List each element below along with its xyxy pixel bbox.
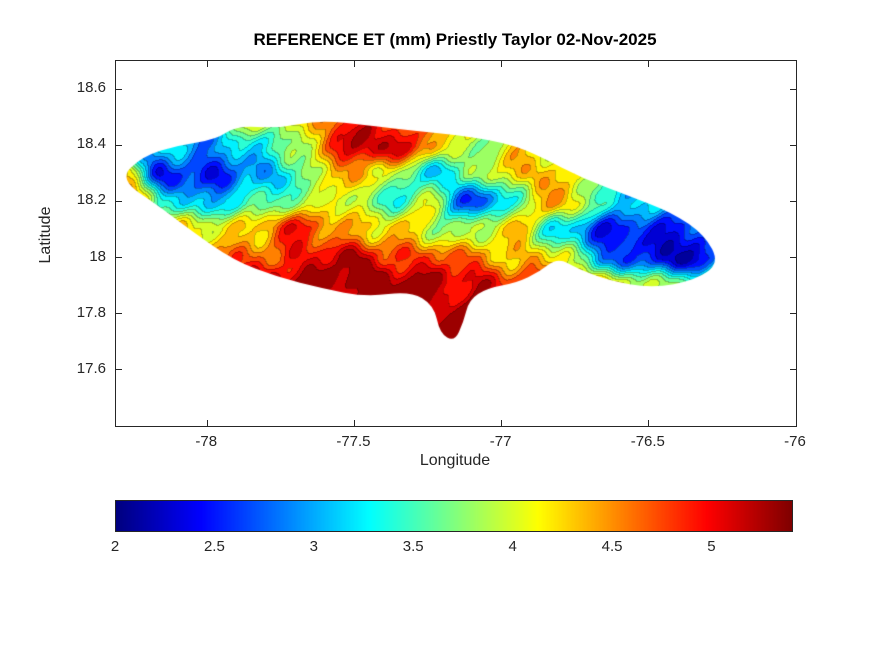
axis-tick-mark (116, 144, 122, 146)
colorbar-tick-label: 4 (508, 538, 517, 555)
axis-tick-mark (790, 144, 796, 146)
y-tick-label: 17.6 (76, 359, 106, 377)
axis-tick-mark (116, 200, 122, 202)
axis-tick-mark (116, 88, 122, 90)
plot-area (115, 60, 797, 427)
axis-tick-mark (790, 257, 796, 259)
axis-tick-mark (795, 420, 797, 426)
axis-tick-mark (116, 369, 122, 371)
x-tick-label: -76 (784, 433, 806, 450)
x-tick-label: -77 (489, 433, 512, 450)
axis-tick-mark (795, 61, 797, 67)
axis-tick-mark (648, 420, 650, 426)
axis-tick-mark (790, 369, 796, 371)
y-tick-label: 18.6 (76, 79, 106, 97)
x-axis-label: Longitude (419, 452, 491, 469)
axis-tick-mark (501, 420, 503, 426)
axis-tick-mark (116, 313, 122, 315)
colorbar-tick-label: 2 (110, 538, 120, 555)
axis-tick-mark (206, 420, 208, 426)
axis-tick-mark (648, 61, 650, 67)
chart-title: REFERENCE ET (mm) Priestly Taylor 02-Nov… (253, 30, 657, 49)
axis-tick-mark (501, 61, 503, 67)
colorbar-tick-label: 3.5 (402, 538, 424, 555)
axis-tick-mark (353, 61, 355, 67)
y-tick-label: 18.4 (76, 135, 106, 153)
x-tick-label: -76.5 (630, 433, 665, 450)
x-tick-label: -78 (195, 433, 218, 450)
axis-tick-mark (206, 61, 208, 67)
y-tick-label: 18.2 (76, 191, 106, 209)
axis-tick-mark (790, 200, 796, 202)
colorbar-tick-label: 4.5 (601, 538, 623, 555)
x-tick-label: -77.5 (336, 433, 371, 450)
colorbar-tick-label: 5 (707, 538, 716, 555)
axis-tick-mark (790, 88, 796, 90)
colorbar (115, 500, 793, 532)
axis-tick-mark (790, 313, 796, 315)
colorbar-gradient-canvas (116, 501, 792, 531)
axis-tick-mark (353, 420, 355, 426)
colorbar-tick-label: 2.5 (203, 538, 225, 555)
et-heatmap-canvas (116, 61, 796, 426)
y-tick-label: 17.8 (76, 303, 106, 321)
colorbar-tick-label: 3 (309, 538, 318, 555)
y-tick-label: 18 (89, 247, 106, 265)
axis-tick-mark (116, 257, 122, 259)
